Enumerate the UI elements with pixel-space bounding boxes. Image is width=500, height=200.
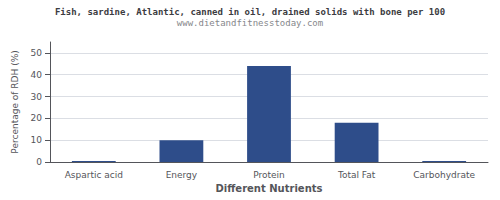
svg-text:50: 50 — [31, 48, 43, 58]
svg-text:30: 30 — [31, 92, 43, 102]
svg-text:Different Nutrients: Different Nutrients — [216, 183, 323, 194]
svg-text:www.dietandfitnesstoday.com: www.dietandfitnesstoday.com — [177, 18, 323, 28]
svg-text:Energy: Energy — [166, 170, 198, 180]
svg-text:Protein: Protein — [253, 170, 285, 180]
svg-text:40: 40 — [31, 70, 43, 80]
svg-text:20: 20 — [31, 113, 43, 123]
svg-text:Aspartic acid: Aspartic acid — [65, 170, 123, 180]
svg-text:Fish, sardine, Atlantic, canne: Fish, sardine, Atlantic, canned in oil, … — [55, 7, 445, 17]
svg-text:0: 0 — [36, 157, 42, 167]
svg-text:10: 10 — [31, 135, 43, 145]
svg-text:Total Fat: Total Fat — [337, 170, 376, 180]
svg-text:Percentage of RDH (%): Percentage of RDH (%) — [10, 50, 20, 153]
svg-text:Carbohydrate: Carbohydrate — [413, 170, 475, 180]
